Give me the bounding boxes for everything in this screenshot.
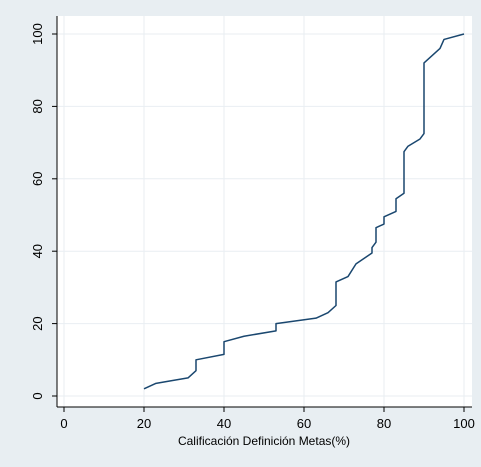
x-axis-title: Calificación Definición Metas(%) bbox=[178, 434, 350, 448]
series-line bbox=[143, 33, 465, 390]
x-tick-label: 20 bbox=[137, 416, 151, 431]
grid-lines bbox=[57, 16, 472, 407]
x-tick-label: 40 bbox=[217, 416, 231, 431]
y-tick-label: 60 bbox=[30, 172, 45, 186]
y-tick-label: 20 bbox=[30, 316, 45, 330]
x-axis-ticks: 0 20 40 60 80 100 bbox=[60, 407, 475, 431]
y-tick-label: 80 bbox=[30, 99, 45, 113]
y-axis-ticks: 0 20 40 60 80 100 bbox=[30, 23, 57, 400]
y-tick-label: 100 bbox=[30, 23, 45, 45]
y-tick-label: 40 bbox=[30, 244, 45, 258]
y-tick-label: 0 bbox=[30, 392, 45, 399]
plot-area bbox=[57, 16, 472, 407]
x-tick-label: 0 bbox=[60, 416, 67, 431]
x-tick-label: 100 bbox=[453, 416, 475, 431]
x-tick-label: 60 bbox=[297, 416, 311, 431]
x-tick-label: 80 bbox=[377, 416, 391, 431]
